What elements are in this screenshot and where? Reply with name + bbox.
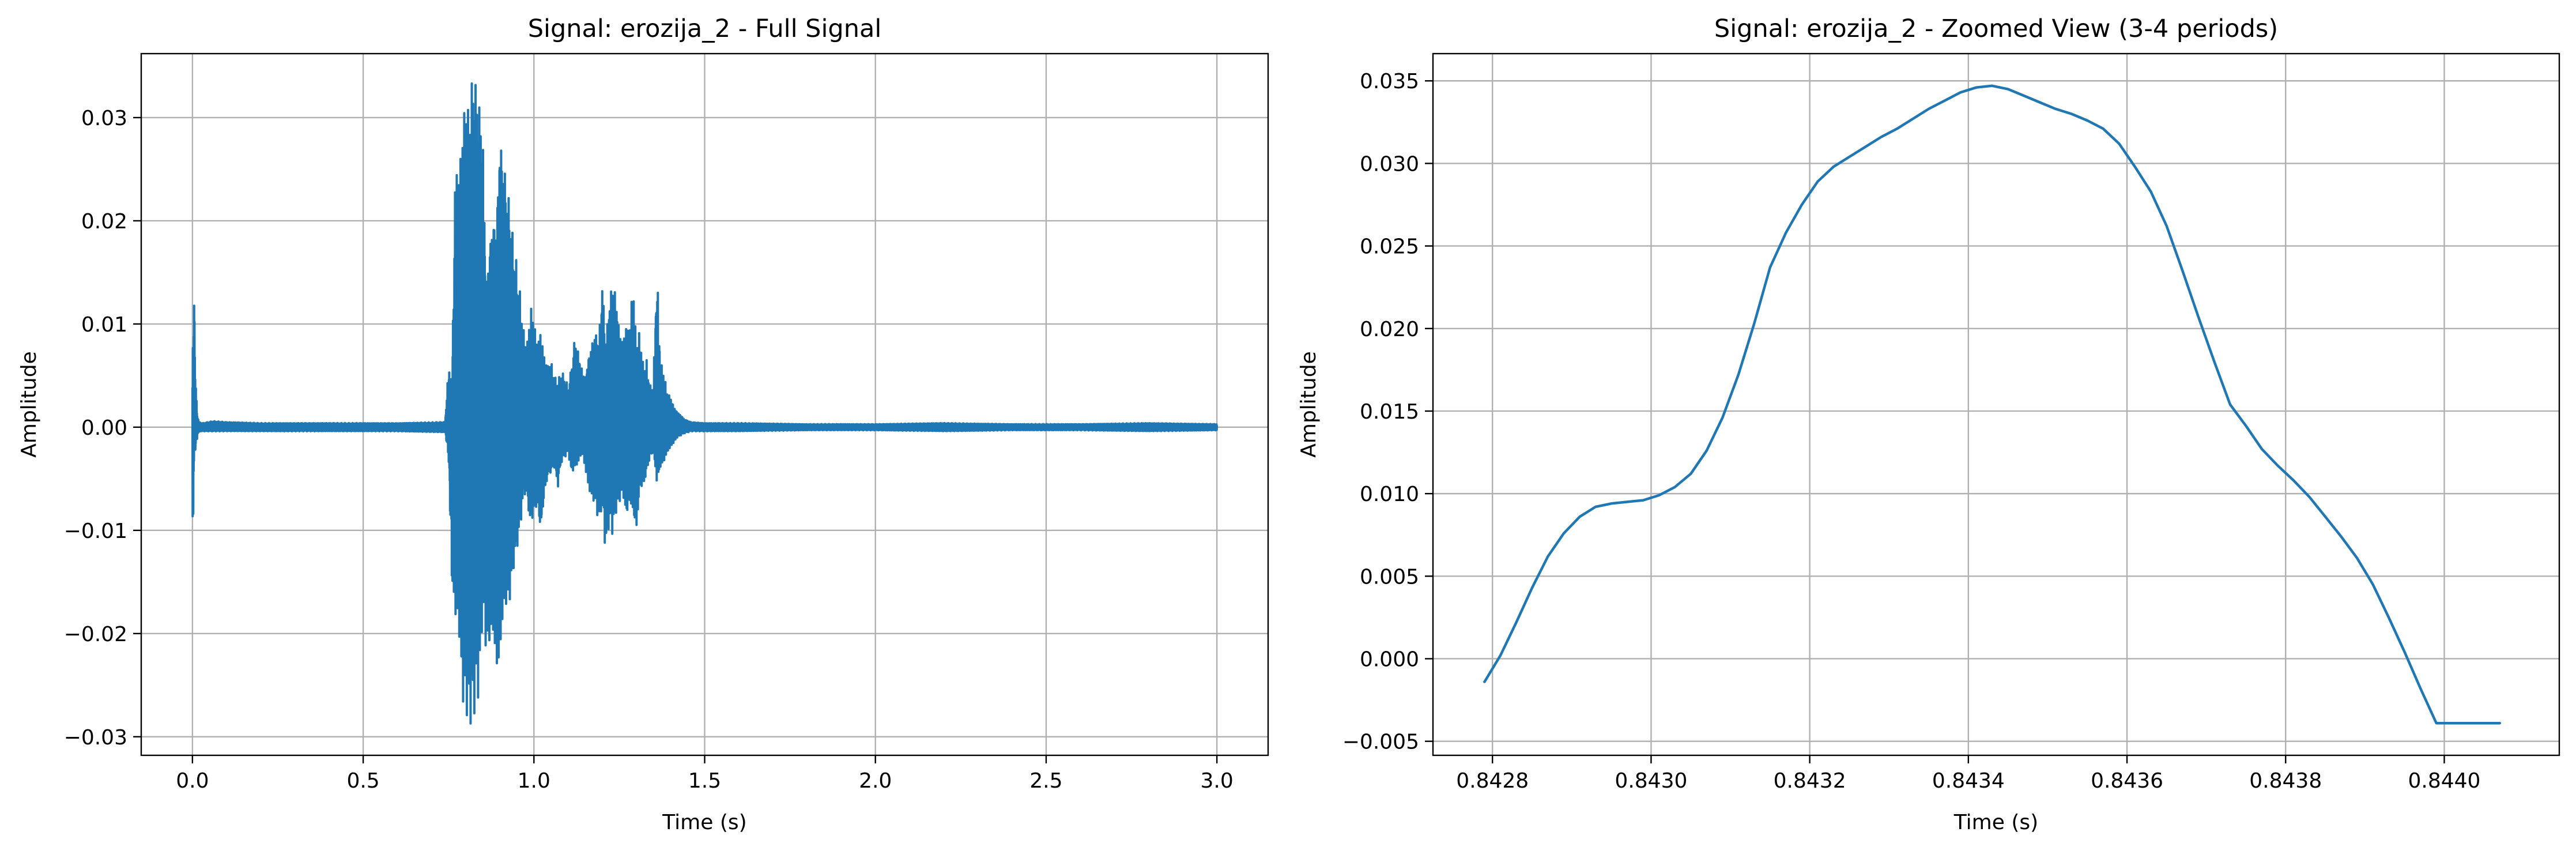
y-tick-label: 0.01 <box>81 313 127 337</box>
signal-line <box>1483 84 2502 725</box>
y-tick-label: −0.005 <box>1342 731 1419 754</box>
y-tick-label: 0.035 <box>1360 70 1419 93</box>
y-tick-label: 0.030 <box>1360 152 1419 176</box>
x-axis-label: Time (s) <box>662 811 746 834</box>
chart-title: Signal: erozija_2 - Full Signal <box>528 14 882 43</box>
x-tick-label: 0.0 <box>176 769 209 793</box>
y-axis-label: Amplitude <box>1297 351 1321 457</box>
y-tick-label: 0.000 <box>1360 648 1419 671</box>
y-tick-label: −0.02 <box>64 623 127 646</box>
y-tick-label: 0.015 <box>1360 400 1419 424</box>
y-tick-label: 0.005 <box>1360 565 1419 589</box>
y-tick-label: 0.02 <box>81 210 127 234</box>
y-tick-label: −0.03 <box>64 726 127 750</box>
x-tick-label: 0.8434 <box>1932 769 2005 793</box>
x-tick-label: 2.0 <box>859 769 892 793</box>
x-tick-label: 2.5 <box>1029 769 1062 793</box>
signal-line <box>191 82 1219 725</box>
x-tick-label: 3.0 <box>1201 769 1234 793</box>
series <box>1483 84 2502 725</box>
x-axis-ticks: 0.8428 0.8430 0.8432 0.8434 0.8436 0.8438 0.84… <box>1456 755 2480 793</box>
y-tick-label: 0.010 <box>1360 483 1419 506</box>
plot-frame <box>1432 52 2560 756</box>
y-tick-label: 0.020 <box>1360 318 1419 341</box>
grid <box>1433 54 2559 755</box>
x-tick-label: 1.0 <box>518 769 550 793</box>
x-tick-label: 0.8436 <box>2091 769 2163 793</box>
series <box>191 82 1219 725</box>
y-tick-label: 0.025 <box>1360 235 1419 259</box>
y-tick-label: 0.00 <box>81 416 127 440</box>
x-tick-label: 0.8438 <box>2249 769 2322 793</box>
x-axis-label: Time (s) <box>1953 811 2038 834</box>
y-tick-label: 0.03 <box>81 107 127 130</box>
x-tick-label: 0.8432 <box>1774 769 1846 793</box>
chart-title: Signal: erozija_2 - Zoomed View (3-4 per… <box>1714 14 2278 43</box>
full-signal-chart: Signal: erozija_2 - Full Signal 0.0 0.5 1.… <box>17 14 1269 834</box>
y-axis-label: Amplitude <box>17 351 41 457</box>
x-tick-label: 0.5 <box>346 769 379 793</box>
x-tick-label: 0.8440 <box>2408 769 2480 793</box>
x-tick-label: 1.5 <box>688 769 721 793</box>
x-tick-label: 0.8430 <box>1615 769 1687 793</box>
y-tick-label: −0.01 <box>64 520 127 543</box>
x-axis-ticks: 0.0 0.5 1.0 1.5 2.0 2.5 3.0 <box>176 755 1234 793</box>
x-tick-label: 0.8428 <box>1456 769 1529 793</box>
y-axis-ticks: −0.005 0.000 0.005 0.010 0.015 0.020 0.025 0.03… <box>1342 70 1433 754</box>
y-axis-ticks: −0.03 −0.02 −0.01 0.00 0.01 0.02 0.03 <box>64 107 141 750</box>
zoomed-view-chart: Signal: erozija_2 - Zoomed View (3-4 per… <box>1297 14 2560 834</box>
